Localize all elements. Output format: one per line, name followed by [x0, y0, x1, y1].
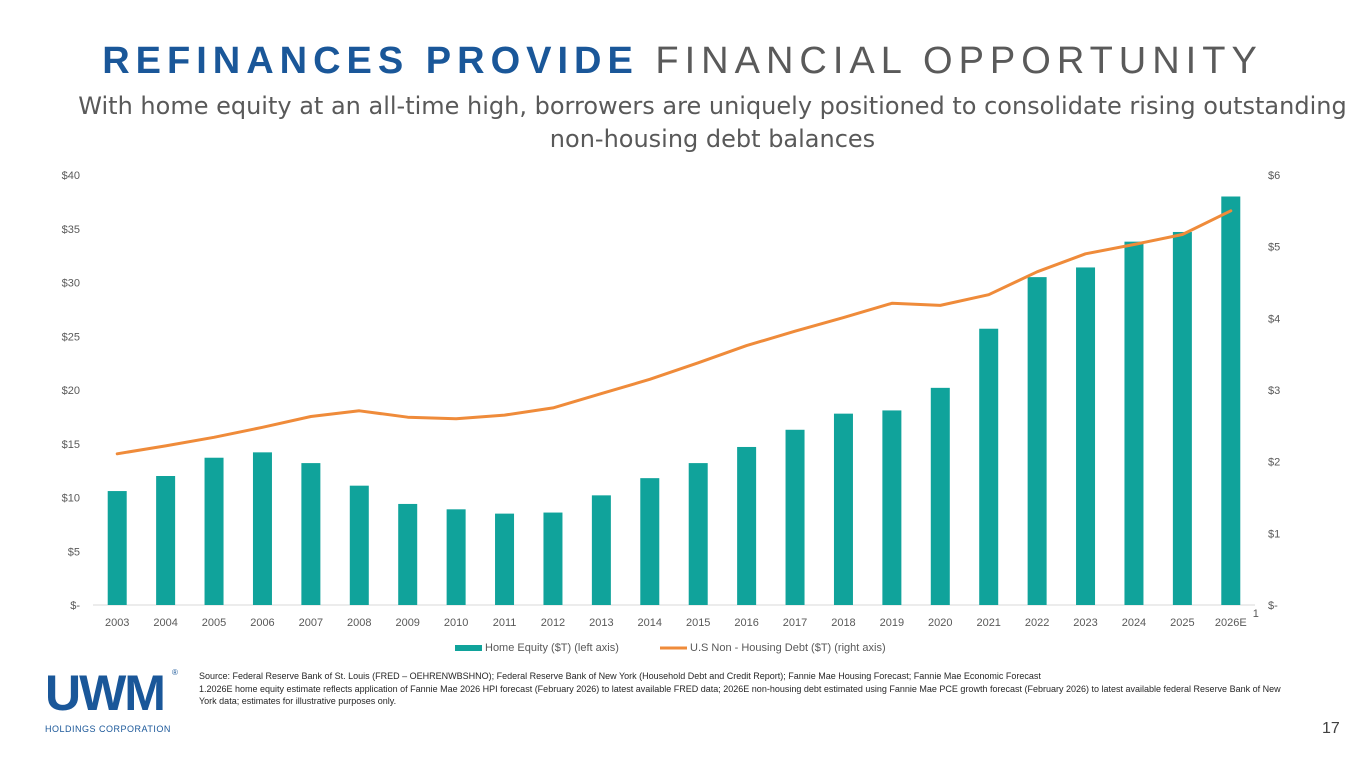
- bar-home-equity: [640, 478, 660, 605]
- bar-home-equity: [591, 495, 611, 605]
- left-axis-tick-label: $20: [62, 385, 80, 397]
- left-axis-tick-label: $10: [62, 493, 80, 505]
- logo-registered-mark: ®: [172, 668, 178, 677]
- bar-home-equity: [495, 513, 515, 605]
- bar-home-equity: [882, 410, 902, 605]
- logo-subtext: HOLDINGS CORPORATION: [45, 724, 171, 734]
- x-axis-tick-label: 2021: [976, 617, 1000, 629]
- right-axis-tick-label: $1: [1268, 528, 1280, 540]
- bar-home-equity: [349, 485, 369, 605]
- footnote-marker: 1: [1253, 608, 1259, 620]
- right-axis-tick-label: $5: [1268, 242, 1280, 254]
- bar-home-equity: [1221, 196, 1241, 605]
- x-axis-tick-label: 2008: [347, 617, 371, 629]
- left-axis-tick-label: $30: [62, 278, 80, 290]
- x-axis-tick-label: 2020: [928, 617, 952, 629]
- x-axis-tick-label: 2005: [202, 617, 226, 629]
- x-axis-tick-label: 2022: [1025, 617, 1049, 629]
- legend-label-home-equity: Home Equity ($T) (left axis): [485, 642, 619, 654]
- x-axis-tick-label: 2009: [395, 617, 419, 629]
- x-axis-tick-label: 2018: [831, 617, 855, 629]
- bar-home-equity: [1076, 267, 1096, 605]
- left-axis-tick-label: $40: [62, 170, 80, 182]
- legend-label-non-housing-debt: U.S Non - Housing Debt ($T) (right axis): [690, 642, 886, 654]
- bar-home-equity: [1124, 241, 1144, 605]
- bar-home-equity: [301, 463, 321, 605]
- legend-swatch-home-equity: [455, 645, 482, 651]
- x-axis-tick-label: 2014: [638, 617, 662, 629]
- right-axis-tick-label: $-: [1268, 600, 1278, 612]
- x-axis-tick-label: 2023: [1073, 617, 1097, 629]
- bar-home-equity: [107, 491, 127, 605]
- x-axis-tick-label: 2019: [880, 617, 904, 629]
- x-axis-tick-label: 2026E: [1215, 617, 1247, 629]
- bar-home-equity: [1172, 231, 1192, 605]
- x-axis-tick-label: 2006: [250, 617, 274, 629]
- x-axis-tick-label: 2025: [1170, 617, 1194, 629]
- page-title: REFINANCES PROVIDE FINANCIAL OPPORTUNITY: [0, 40, 1365, 83]
- subtitle-line-2: non-housing debt balances: [549, 125, 876, 153]
- x-axis-tick-label: 2016: [734, 617, 758, 629]
- combo-chart: $- $5 $10 $15 $20 $25 $30 $35 $40 $- $1 $2 $3 $4 $5 $6 2…: [62, 170, 1281, 654]
- source-notes: Source: Federal Reserve Bank of St. Loui…: [199, 670, 1289, 708]
- subtitle-line-1: With home equity at an all-time high, bo…: [78, 92, 1347, 120]
- x-axis-tick-label: 2024: [1122, 617, 1146, 629]
- bar-home-equity: [688, 463, 708, 605]
- bar-home-equity: [543, 512, 563, 605]
- page-number: 17: [1322, 720, 1340, 737]
- series-line-non-housing-debt: [115, 209, 1233, 456]
- x-axis-tick-label: 2003: [105, 617, 129, 629]
- bar-home-equity: [737, 446, 757, 605]
- right-axis-tick-label: $6: [1268, 170, 1280, 182]
- source-line-2: 1.2026E home equity estimate reflects ap…: [199, 683, 1281, 707]
- bar-home-equity: [446, 509, 466, 605]
- bar-home-equity: [204, 457, 224, 605]
- bar-home-equity: [1027, 277, 1047, 605]
- left-axis-tick-label: $-: [70, 600, 80, 612]
- right-axis-tick-label: $3: [1268, 385, 1280, 397]
- x-axis-tick-label: 2010: [444, 617, 468, 629]
- bar-home-equity: [979, 328, 999, 605]
- title-bold: REFINANCES PROVIDE: [102, 40, 639, 82]
- bar-home-equity: [785, 429, 805, 605]
- x-axis-tick-label: 2004: [153, 617, 177, 629]
- left-axis-tick-label: $5: [68, 546, 80, 558]
- bar-home-equity: [398, 503, 418, 605]
- company-logo: UWM ® HOLDINGS CORPORATION: [40, 668, 185, 738]
- right-axis-tick-label: $4: [1268, 313, 1280, 325]
- page-subtitle: With home equity at an all-time high, bo…: [70, 90, 1355, 156]
- x-axis-tick-label: 2011: [493, 617, 517, 629]
- title-light: FINANCIAL OPPORTUNITY: [655, 40, 1263, 82]
- left-axis-tick-label: $35: [62, 224, 80, 236]
- x-axis-tick-label: 2013: [589, 617, 613, 629]
- source-line-1: Source: Federal Reserve Bank of St. Loui…: [199, 671, 1041, 681]
- x-axis-tick-label: 2012: [541, 617, 565, 629]
- logo-wordmark: UWM: [45, 665, 166, 721]
- bar-home-equity: [252, 452, 272, 605]
- left-axis-tick-label: $25: [62, 331, 80, 343]
- x-axis-tick-label: 2015: [686, 617, 710, 629]
- bar-home-equity: [930, 387, 950, 605]
- x-axis-tick-label: 2017: [783, 617, 807, 629]
- right-axis-tick-label: $2: [1268, 457, 1280, 469]
- left-axis-tick-label: $15: [62, 439, 80, 451]
- x-axis-tick-label: 2007: [299, 617, 323, 629]
- bar-home-equity: [156, 476, 176, 605]
- bar-home-equity: [833, 413, 853, 605]
